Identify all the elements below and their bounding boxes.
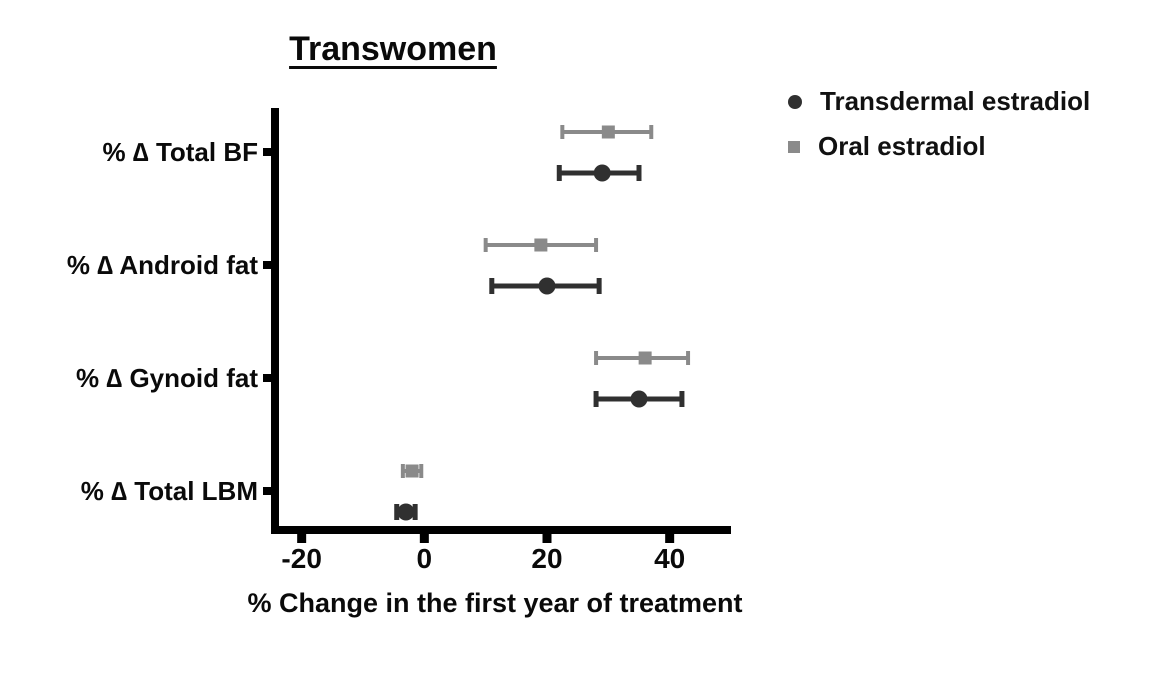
- legend-label-oral: Oral estradiol: [818, 131, 986, 161]
- data-point-marker-circle: [630, 390, 648, 408]
- legend-label-transdermal: Transdermal estradiol: [820, 86, 1091, 116]
- category-label: % ∆ Android fat: [67, 250, 258, 280]
- data-point-marker-square: [601, 125, 615, 139]
- category-label: % ∆ Gynoid fat: [76, 363, 258, 393]
- x-axis-tick-label: 0: [417, 543, 433, 574]
- data-point-marker-circle: [538, 277, 556, 295]
- x-axis-tick-label: 40: [654, 543, 685, 574]
- x-axis-label: % Change in the first year of treatment: [247, 588, 743, 618]
- x-axis-tick-label: -20: [281, 543, 321, 574]
- legend-item-oral: Oral estradiol: [788, 124, 1090, 169]
- data-point-marker-circle: [397, 503, 415, 521]
- data-point-marker-square: [405, 464, 419, 478]
- square-marker-icon: [788, 140, 800, 153]
- x-axis-tick-label: 20: [531, 543, 562, 574]
- legend-item-transdermal: Transdermal estradiol: [788, 79, 1090, 124]
- legend: Transdermal estradiol Oral estradiol: [788, 79, 1090, 169]
- circle-marker-icon: [788, 94, 802, 109]
- data-point-marker-circle: [593, 164, 611, 182]
- category-label: % ∆ Total BF: [102, 137, 258, 167]
- category-label: % ∆ Total LBM: [81, 476, 258, 506]
- chart-title: Transwomen: [289, 30, 497, 68]
- data-point-marker-square: [638, 351, 652, 365]
- data-point-marker-square: [534, 238, 548, 252]
